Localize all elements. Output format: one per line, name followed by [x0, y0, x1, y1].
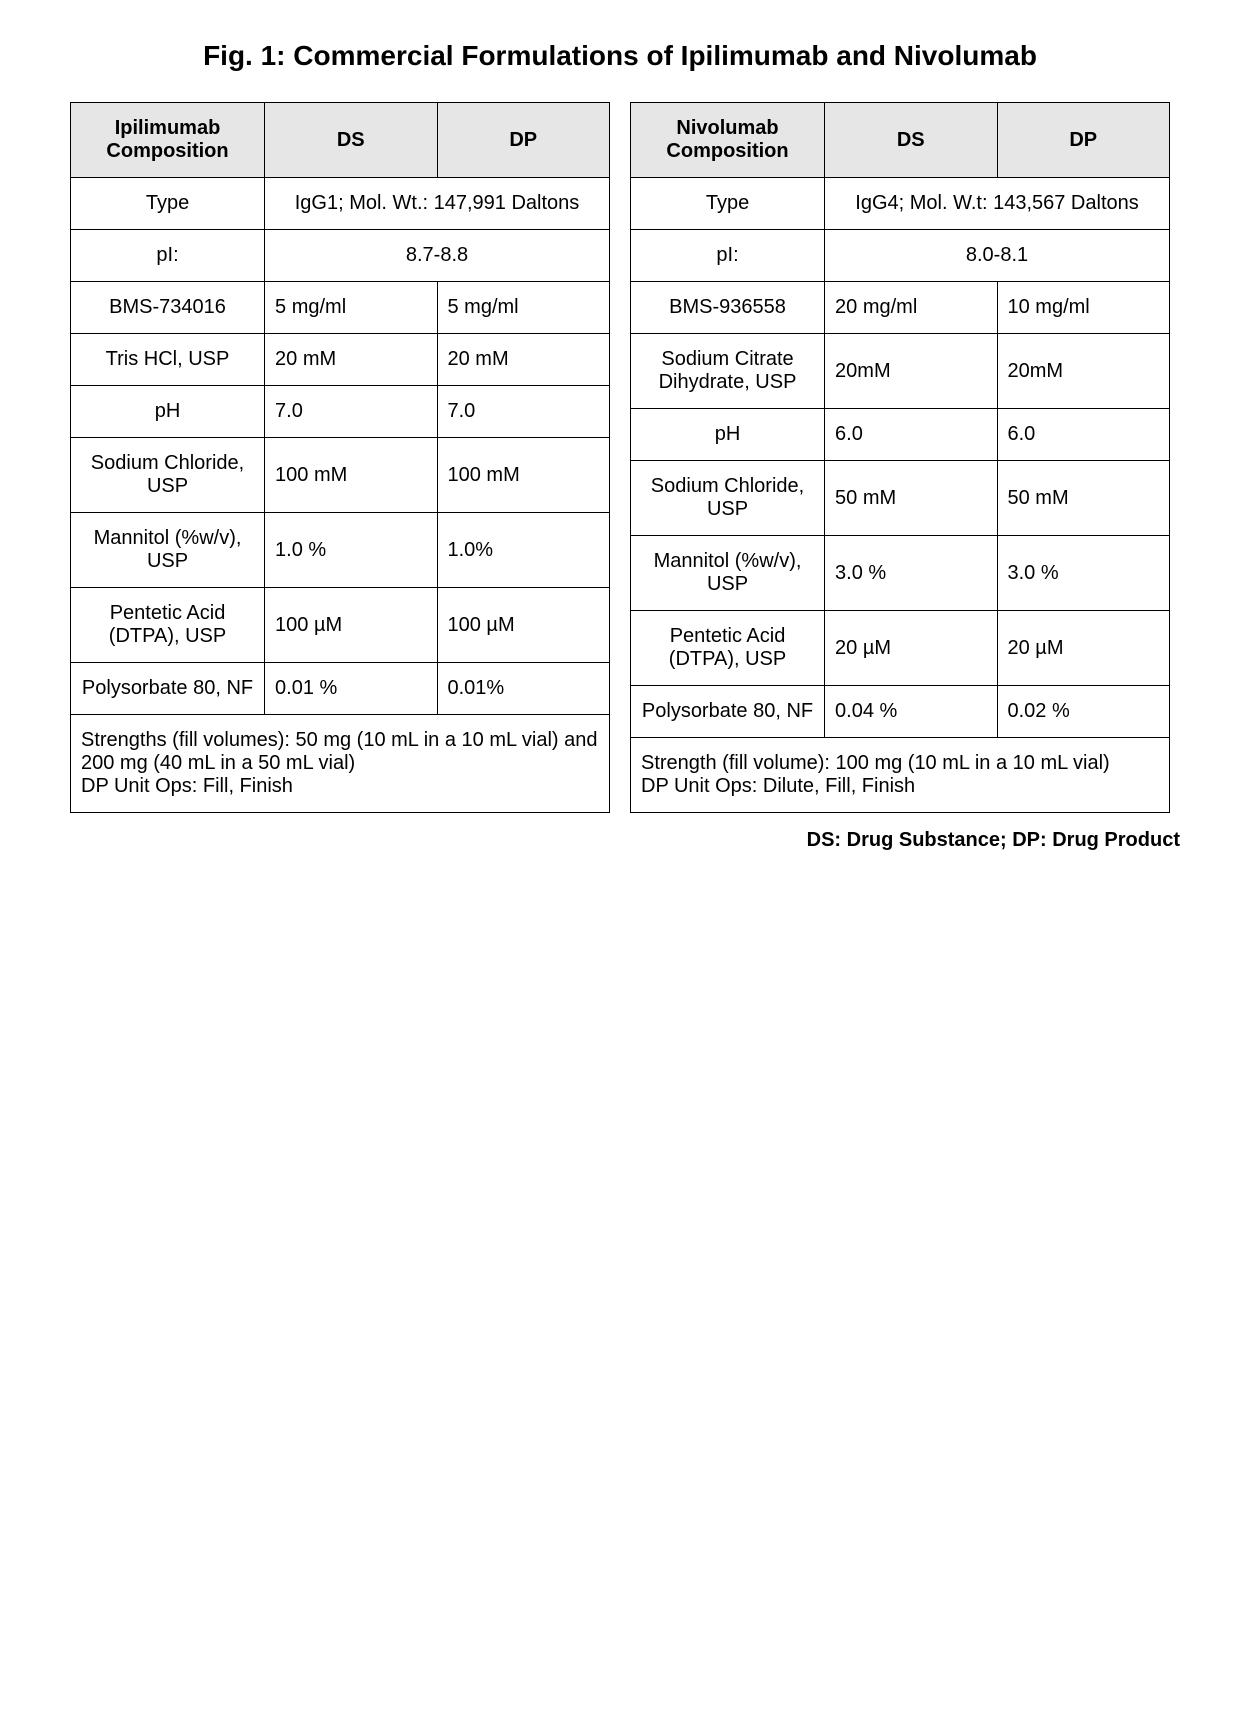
header-row: Ipilimumab Composition DS DP	[71, 103, 610, 178]
figure-title: Fig. 1: Commercial Formulations of Ipili…	[60, 40, 1180, 72]
row-label: BMS-734016	[71, 282, 265, 334]
row-label: BMS-936558	[631, 282, 825, 334]
ds-header: DS	[265, 103, 437, 178]
table-row: TypeIgG1; Mol. Wt.: 147,991 Daltons	[71, 178, 610, 230]
row-label: Sodium Citrate Dihydrate, USP	[631, 334, 825, 409]
ds-value: 100 mM	[265, 438, 437, 513]
ds-value: 1.0 %	[265, 513, 437, 588]
dp-value: 100 µM	[437, 588, 610, 663]
row-label: Pentetic Acid (DTPA), USP	[71, 588, 265, 663]
dp-header: DP	[997, 103, 1170, 178]
dp-value: 10 mg/ml	[997, 282, 1170, 334]
dp-value: 7.0	[437, 386, 610, 438]
row-label: Polysorbate 80, NF	[631, 686, 825, 738]
ipi-footer: Strengths (fill volumes): 50 mg (10 mL i…	[71, 715, 610, 813]
dp-value: 0.01%	[437, 663, 610, 715]
row-label: Sodium Chloride, USP	[71, 438, 265, 513]
ipilimumab-table: Ipilimumab Composition DS DP TypeIgG1; M…	[70, 102, 610, 813]
ds-value: 3.0 %	[825, 536, 997, 611]
ds-value: 0.04 %	[825, 686, 997, 738]
table-row: pI:8.7-8.8	[71, 230, 610, 282]
ds-value: 5 mg/ml	[265, 282, 437, 334]
table-row: pH7.07.0	[71, 386, 610, 438]
ds-value: 6.0	[825, 409, 997, 461]
row-label: Sodium Chloride, USP	[631, 461, 825, 536]
nivolumab-table: Nivolumab Composition DS DP TypeIgG4; Mo…	[630, 102, 1170, 813]
tables-container: Ipilimumab Composition DS DP TypeIgG1; M…	[60, 102, 1180, 813]
table-row: Sodium Chloride, USP100 mM100 mM	[71, 438, 610, 513]
table-row: Sodium Citrate Dihydrate, USP20mM20mM	[631, 334, 1170, 409]
nivo-footer-row: Strength (fill volume): 100 mg (10 mL in…	[631, 738, 1170, 813]
table-row: Pentetic Acid (DTPA), USP100 µM100 µM	[71, 588, 610, 663]
nivo-body: TypeIgG4; Mol. W.t: 143,567 DaltonspI:8.…	[631, 178, 1170, 738]
row-span-value: IgG1; Mol. Wt.: 147,991 Daltons	[265, 178, 610, 230]
table-row: pI:8.0-8.1	[631, 230, 1170, 282]
dp-value: 5 mg/ml	[437, 282, 610, 334]
ds-value: 20 mg/ml	[825, 282, 997, 334]
table-row: Polysorbate 80, NF0.04 %0.02 %	[631, 686, 1170, 738]
row-span-value: 8.0-8.1	[825, 230, 1170, 282]
row-label: pH	[71, 386, 265, 438]
row-label: Type	[71, 178, 265, 230]
legend: DS: Drug Substance; DP: Drug Product	[60, 829, 1180, 852]
dp-header: DP	[437, 103, 610, 178]
dp-value: 50 mM	[997, 461, 1170, 536]
header-row: Nivolumab Composition DS DP	[631, 103, 1170, 178]
nivo-footer: Strength (fill volume): 100 mg (10 mL in…	[631, 738, 1170, 813]
dp-value: 20 µM	[997, 611, 1170, 686]
row-label: pH	[631, 409, 825, 461]
row-label: pI:	[71, 230, 265, 282]
table-row: TypeIgG4; Mol. W.t: 143,567 Daltons	[631, 178, 1170, 230]
row-label: Polysorbate 80, NF	[71, 663, 265, 715]
ds-header: DS	[825, 103, 997, 178]
ds-value: 0.01 %	[265, 663, 437, 715]
dp-value: 1.0%	[437, 513, 610, 588]
row-span-value: IgG4; Mol. W.t: 143,567 Daltons	[825, 178, 1170, 230]
table-row: Pentetic Acid (DTPA), USP20 µM20 µM	[631, 611, 1170, 686]
row-label: Mannitol (%w/v), USP	[631, 536, 825, 611]
row-span-value: 8.7-8.8	[265, 230, 610, 282]
ds-value: 7.0	[265, 386, 437, 438]
ds-value: 20 mM	[265, 334, 437, 386]
dp-value: 0.02 %	[997, 686, 1170, 738]
table-row: Sodium Chloride, USP50 mM50 mM	[631, 461, 1170, 536]
dp-value: 20mM	[997, 334, 1170, 409]
dp-value: 6.0	[997, 409, 1170, 461]
table-row: Tris HCl, USP20 mM20 mM	[71, 334, 610, 386]
table-row: Mannitol (%w/v), USP1.0 %1.0%	[71, 513, 610, 588]
ds-value: 50 mM	[825, 461, 997, 536]
row-label: Tris HCl, USP	[71, 334, 265, 386]
table-row: Polysorbate 80, NF0.01 %0.01%	[71, 663, 610, 715]
dp-value: 100 mM	[437, 438, 610, 513]
ipi-header-label: Ipilimumab Composition	[71, 103, 265, 178]
ds-value: 100 µM	[265, 588, 437, 663]
ds-value: 20mM	[825, 334, 997, 409]
dp-value: 20 mM	[437, 334, 610, 386]
table-row: BMS-7340165 mg/ml5 mg/ml	[71, 282, 610, 334]
ipi-footer-row: Strengths (fill volumes): 50 mg (10 mL i…	[71, 715, 610, 813]
row-label: Pentetic Acid (DTPA), USP	[631, 611, 825, 686]
table-row: pH6.06.0	[631, 409, 1170, 461]
dp-value: 3.0 %	[997, 536, 1170, 611]
table-row: Mannitol (%w/v), USP3.0 %3.0 %	[631, 536, 1170, 611]
ds-value: 20 µM	[825, 611, 997, 686]
nivo-header-label: Nivolumab Composition	[631, 103, 825, 178]
ipi-body: TypeIgG1; Mol. Wt.: 147,991 DaltonspI:8.…	[71, 178, 610, 715]
table-row: BMS-93655820 mg/ml10 mg/ml	[631, 282, 1170, 334]
row-label: Mannitol (%w/v), USP	[71, 513, 265, 588]
row-label: Type	[631, 178, 825, 230]
row-label: pI:	[631, 230, 825, 282]
